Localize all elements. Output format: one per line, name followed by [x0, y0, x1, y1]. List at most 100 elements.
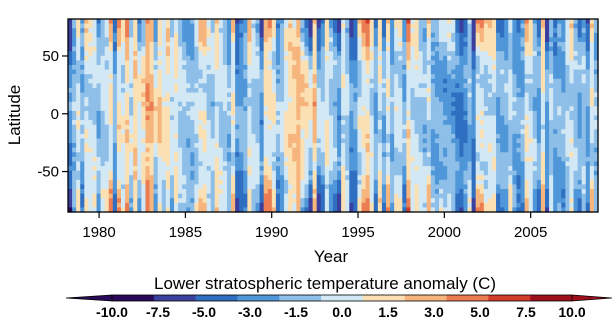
heatmap-cell — [434, 110, 440, 117]
heatmap-cell — [100, 161, 106, 167]
heatmap-cell — [455, 175, 460, 181]
heatmap-cell — [178, 143, 183, 149]
heatmap-cell — [92, 138, 98, 144]
heatmap-cell — [528, 133, 534, 140]
heatmap-cell — [536, 147, 542, 153]
heatmap-cell — [320, 115, 326, 121]
heatmap-cell — [406, 166, 412, 172]
heatmap-cell — [153, 170, 159, 176]
heatmap-cell — [169, 69, 175, 75]
heatmap-cell — [255, 110, 261, 117]
heatmap-cell — [271, 143, 277, 149]
heatmap-cell — [198, 115, 204, 121]
heatmap-cell — [284, 138, 289, 144]
heatmap-cell — [540, 138, 546, 144]
heatmap-cell — [328, 83, 334, 89]
heatmap-cell — [381, 19, 387, 25]
heatmap-cell — [76, 37, 81, 43]
heatmap-cell — [178, 106, 183, 112]
heatmap-cell — [479, 193, 485, 199]
heatmap-cell — [308, 55, 314, 61]
heatmap-cell — [259, 170, 265, 176]
heatmap-cell — [300, 55, 306, 61]
heatmap-cell — [312, 32, 318, 38]
heatmap-cell — [426, 189, 432, 195]
heatmap-cell — [157, 170, 163, 176]
heatmap-cell — [536, 92, 542, 98]
heatmap-cell — [328, 133, 334, 140]
heatmap-cell — [259, 28, 265, 34]
heatmap-cell — [492, 143, 497, 149]
heatmap-cell — [125, 166, 130, 172]
heatmap-cell — [214, 74, 220, 80]
heatmap-cell — [161, 92, 167, 98]
heatmap-cell — [153, 64, 159, 71]
heatmap-cell — [312, 133, 318, 140]
heatmap-cell — [475, 115, 481, 121]
heatmap-cell — [459, 184, 465, 190]
heatmap-cell — [96, 189, 102, 195]
heatmap-cell — [365, 51, 371, 57]
heatmap-cell — [92, 198, 98, 204]
heatmap-cell — [296, 120, 301, 126]
heatmap-cell — [186, 207, 191, 213]
heatmap-cell — [353, 129, 359, 135]
heatmap-cell — [394, 51, 399, 57]
heatmap-cell — [186, 69, 191, 75]
heatmap-cell — [121, 189, 126, 195]
heatmap-cell — [545, 198, 550, 204]
heatmap-cell — [341, 83, 346, 89]
heatmap-cell — [280, 207, 285, 213]
heatmap-cell — [439, 161, 444, 167]
heatmap-cell — [141, 156, 147, 163]
heatmap-cell — [353, 133, 359, 140]
heatmap-cell — [271, 166, 277, 172]
heatmap-cell — [222, 189, 228, 195]
heatmap-cell — [186, 156, 191, 163]
heatmap-cell — [178, 170, 183, 176]
heatmap-cell — [459, 97, 465, 103]
heatmap-cell — [532, 207, 538, 213]
heatmap-cell — [288, 184, 293, 190]
heatmap-cell — [280, 133, 285, 140]
heatmap-cell — [524, 120, 530, 126]
heatmap-cell — [455, 184, 460, 190]
heatmap-cell — [373, 28, 379, 34]
heatmap-cell — [439, 110, 444, 117]
heatmap-cell — [447, 74, 452, 80]
heatmap-cell — [222, 19, 228, 25]
heatmap-cell — [410, 124, 416, 130]
heatmap-cell — [475, 143, 481, 149]
heatmap-cell — [194, 19, 200, 25]
heatmap-cell — [443, 115, 448, 121]
heatmap-cell — [439, 23, 444, 29]
heatmap-cell — [471, 138, 477, 144]
heatmap-cell — [280, 198, 285, 204]
heatmap-cell — [540, 133, 546, 140]
heatmap-cell — [475, 41, 481, 48]
heatmap-cell — [247, 133, 253, 140]
heatmap-cell — [125, 161, 130, 167]
heatmap-cell — [292, 23, 297, 29]
heatmap-cell — [227, 193, 232, 199]
heatmap-cell — [210, 23, 216, 29]
heatmap-cell — [320, 170, 326, 176]
heatmap-cell — [524, 207, 530, 213]
heatmap-cell — [410, 207, 416, 213]
heatmap-cell — [500, 78, 505, 84]
heatmap-cell — [508, 170, 513, 176]
heatmap-cell — [210, 184, 216, 190]
heatmap-cell — [222, 23, 228, 29]
heatmap-cell — [512, 147, 518, 153]
heatmap-cell — [471, 184, 477, 190]
heatmap-cell — [214, 87, 220, 94]
heatmap-cell — [96, 106, 102, 112]
heatmap-cell — [394, 74, 399, 80]
heatmap-cell — [141, 28, 147, 34]
heatmap-cell — [104, 74, 110, 80]
heatmap-cell — [479, 202, 485, 209]
heatmap-cell — [496, 69, 501, 75]
heatmap-cell — [528, 147, 534, 153]
heatmap-cell — [528, 120, 534, 126]
heatmap-cell — [112, 55, 118, 61]
